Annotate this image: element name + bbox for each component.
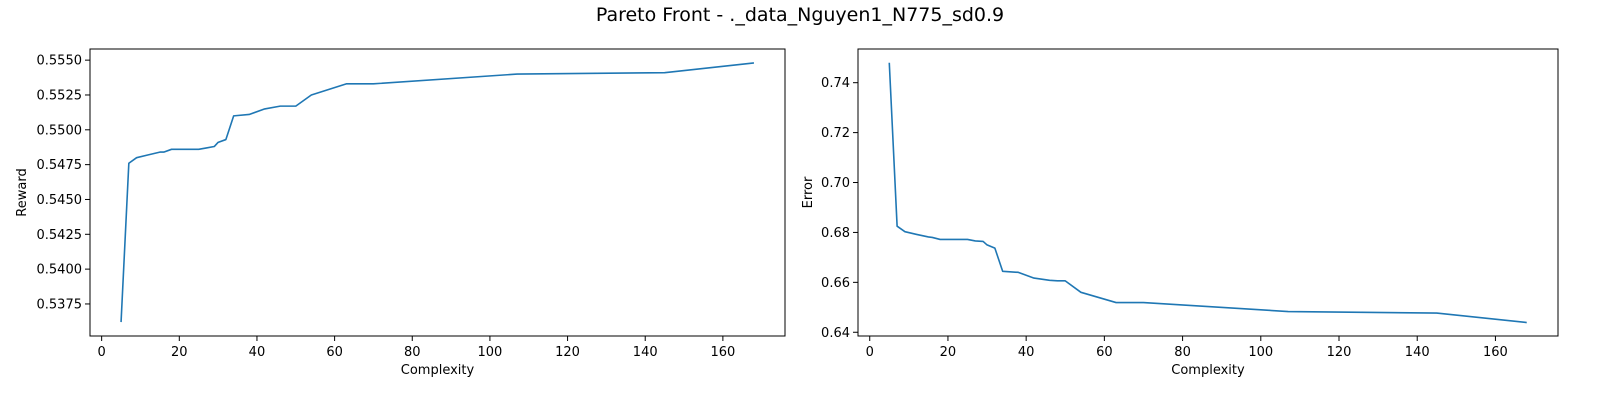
y-tick-label: 0.64 (821, 326, 850, 341)
x-tick-label: 40 (1018, 345, 1035, 360)
y-tick-label: 0.5375 (37, 297, 83, 312)
figure-title: Pareto Front - ._data_Nguyen1_N775_sd0.9 (595, 4, 1005, 26)
x-tick-label: 0 (866, 345, 874, 360)
y-tick-label: 0.68 (821, 226, 850, 241)
plot-frame (89, 48, 786, 337)
y-tick-label: 0.66 (821, 276, 850, 291)
x-tick-label: 20 (171, 345, 188, 360)
plot-frame (857, 48, 1559, 337)
x-tick-label: 80 (1174, 345, 1191, 360)
error-chart: 0 20 40 60 80 100 120 140 160 0.64 0.66 0.68 0.70 0.7… (801, 48, 1559, 378)
x-tick-label: 120 (1327, 345, 1352, 360)
x-tick-label: 140 (633, 345, 658, 360)
x-tick-label: 160 (710, 345, 735, 360)
series-line (120, 62, 755, 323)
reward-chart: 0 20 40 60 80 100 120 140 160 0.5375 0.5400 0.5425 0… (15, 48, 786, 378)
y-axis-label: Error (801, 176, 816, 208)
y-tick-label: 0.72 (821, 126, 850, 141)
x-tick-label: 100 (478, 345, 503, 360)
y-tick-label: 0.5450 (37, 193, 83, 208)
x-tick-label: 40 (249, 345, 266, 360)
x-tick-label: 160 (1483, 345, 1508, 360)
y-axis-label: Reward (15, 168, 30, 216)
y-tick-label: 0.5550 (37, 54, 83, 69)
series-line (888, 62, 1527, 324)
x-axis-label: Complexity (1171, 363, 1245, 378)
x-tick-label: 100 (1248, 345, 1273, 360)
x-tick-label: 80 (404, 345, 421, 360)
x-tick-label: 140 (1405, 345, 1430, 360)
x-tick-label: 20 (940, 345, 957, 360)
y-tick-label: 0.74 (821, 76, 850, 91)
y-tick-label: 0.70 (821, 176, 850, 191)
y-tick-label: 0.5525 (37, 88, 83, 103)
x-tick-label: 0 (98, 345, 106, 360)
x-axis-label: Complexity (401, 363, 475, 378)
x-tick-label: 60 (326, 345, 343, 360)
y-tick-label: 0.5425 (37, 228, 83, 243)
y-tick-label: 0.5475 (37, 158, 83, 173)
x-tick-label: 120 (555, 345, 580, 360)
y-tick-label: 0.5400 (37, 263, 83, 278)
x-tick-label: 60 (1096, 345, 1113, 360)
y-tick-label: 0.5500 (37, 123, 83, 138)
